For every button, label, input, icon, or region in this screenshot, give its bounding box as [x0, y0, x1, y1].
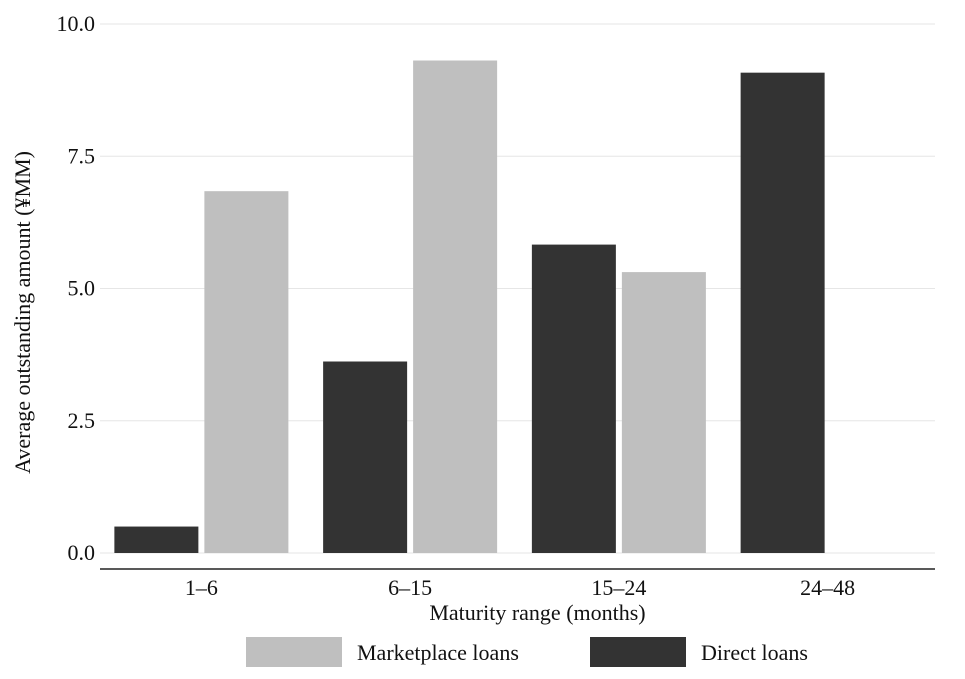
y-tick-labels: 0.0 2.5 5.0 7.5 10.0: [57, 11, 96, 565]
bar-marketplace-loans: [413, 60, 498, 553]
bar-direct-loans: [114, 526, 199, 553]
x-tick-label: 24–48: [800, 575, 855, 600]
legend-swatch: [590, 637, 686, 667]
bar-direct-loans: [323, 361, 408, 553]
y-tick-label: 5.0: [68, 276, 96, 301]
x-tick-label: 15–24: [591, 575, 646, 600]
legend-label: Direct loans: [701, 640, 808, 665]
bar-direct-loans: [740, 72, 825, 553]
bars: [114, 60, 825, 553]
x-tick-label: 6–15: [388, 575, 432, 600]
y-axis-title: Average outstanding amount (¥MM): [10, 151, 35, 474]
legend: Marketplace loans Direct loans: [246, 637, 808, 667]
x-axis-title: Maturity range (months): [429, 600, 645, 625]
y-tick-label: 0.0: [68, 540, 96, 565]
bar-direct-loans: [531, 244, 616, 553]
bar-marketplace-loans: [204, 191, 289, 553]
y-tick-label: 7.5: [68, 143, 96, 168]
legend-label: Marketplace loans: [357, 640, 519, 665]
y-tick-label: 10.0: [57, 11, 96, 36]
y-tick-label: 2.5: [68, 408, 96, 433]
x-tick-label: 1–6: [185, 575, 218, 600]
x-tick-labels: 1–6 6–15 15–24 24–48: [185, 575, 855, 600]
legend-swatch: [246, 637, 342, 667]
bar-marketplace-loans: [621, 272, 706, 553]
